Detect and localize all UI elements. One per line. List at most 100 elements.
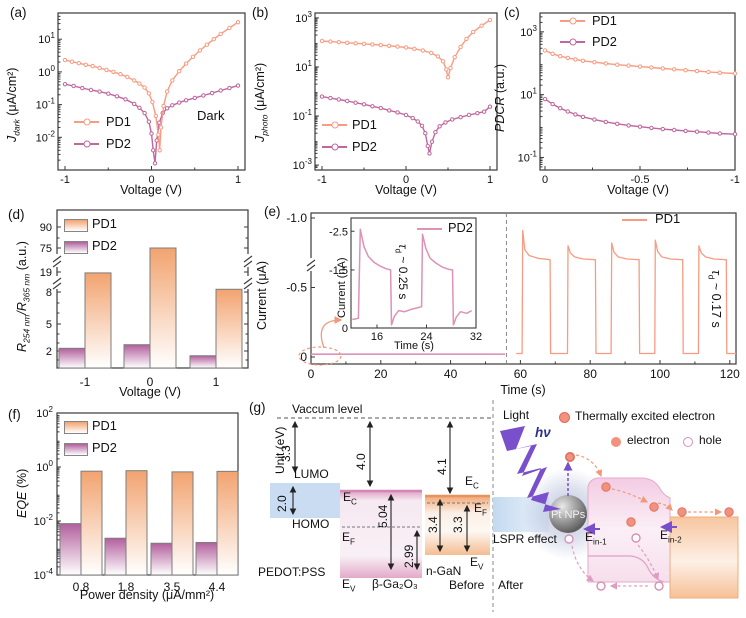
svg-text:-2.5: -2.5 bbox=[329, 226, 348, 238]
panel-e-inset-ylabel: Current (nA) bbox=[336, 257, 348, 318]
legend-d-pd1-swatch bbox=[64, 219, 88, 232]
svg-text:4.4: 4.4 bbox=[209, 580, 226, 594]
hv-label: hν bbox=[535, 425, 551, 440]
field-ein2-label: Ein-2 bbox=[660, 528, 682, 545]
svg-text:10-1: 10-1 bbox=[518, 149, 538, 164]
value-ga2o3-affinity: 4.0 bbox=[354, 453, 368, 470]
panel-a-xlabel: Voltage (V) bbox=[120, 183, 182, 197]
legend-f-pd1-swatch bbox=[64, 421, 88, 434]
svg-text:60: 60 bbox=[514, 367, 528, 381]
legend-b-pd2-marker bbox=[322, 146, 347, 148]
dark-annotation: Dark bbox=[197, 108, 225, 123]
svg-text:-1: -1 bbox=[317, 174, 327, 186]
tau-decay-pd1: τd ~ 0.17 s bbox=[706, 270, 724, 328]
legend-d-pd1-label: PD1 bbox=[92, 216, 117, 231]
svg-text:0: 0 bbox=[300, 350, 307, 364]
svg-text:1: 1 bbox=[213, 375, 220, 389]
svg-text:10-4: 10-4 bbox=[34, 567, 54, 582]
panel-c-tag: (c) bbox=[504, 5, 520, 20]
svg-text:20: 20 bbox=[374, 367, 388, 381]
light-label: Light bbox=[503, 408, 530, 422]
svg-text:100: 100 bbox=[36, 459, 53, 474]
svg-text:0.8: 0.8 bbox=[73, 580, 90, 594]
svg-text:1.8: 1.8 bbox=[118, 580, 135, 594]
panel-b-tag: (b) bbox=[252, 5, 269, 20]
svg-text:16: 16 bbox=[371, 331, 383, 343]
svg-text:0: 0 bbox=[308, 367, 315, 381]
svg-text:100: 100 bbox=[38, 64, 55, 79]
panel-a-tag: (a) bbox=[10, 5, 27, 20]
panel-e-ylabel: Current (μA) bbox=[255, 260, 269, 330]
svg-text:-1: -1 bbox=[80, 375, 91, 389]
svg-text:10-2: 10-2 bbox=[34, 513, 54, 528]
svg-text:24: 24 bbox=[420, 331, 432, 343]
svg-text:5: 5 bbox=[46, 319, 52, 331]
svg-text:101: 101 bbox=[38, 31, 55, 46]
svg-text:1: 1 bbox=[487, 174, 493, 186]
svg-text:101: 101 bbox=[520, 87, 537, 102]
value-gan-affinity: 4.1 bbox=[435, 458, 449, 475]
legend-c-pd1-marker bbox=[560, 20, 585, 22]
value-pedot-gap: 2.0 bbox=[275, 495, 289, 512]
panel-d-ylabel: R254 nm/R365 nm (a.u.) bbox=[15, 241, 32, 352]
panel-c-ylabel: PDCR (a.u.) bbox=[493, 63, 507, 132]
svg-text:10-2: 10-2 bbox=[36, 129, 56, 144]
value-ga2o3-ef-ev: 2.99 bbox=[402, 544, 416, 568]
legend-b-pd2-label: PD2 bbox=[352, 139, 377, 154]
panel-b-ylabel: Jphoto (μA/cm²) bbox=[253, 62, 270, 142]
thermal-electron-legend-label: Thermally excited electron bbox=[575, 409, 716, 423]
value-gan-ef-ev: 3.3 bbox=[451, 516, 465, 533]
legend-e-pd1-marker bbox=[622, 219, 647, 221]
svg-text:0: 0 bbox=[403, 174, 409, 186]
panel-c-xlabel: Voltage (V) bbox=[607, 183, 669, 197]
panel-d-tag: (d) bbox=[8, 207, 25, 222]
panel-f-xlabel: Power density (μA/mm²) bbox=[79, 588, 215, 602]
pt-nps-label: Pt NPs bbox=[551, 509, 586, 521]
vacuum-level-label: Vaccum level bbox=[292, 402, 363, 416]
legend-f-pd2-label: PD2 bbox=[92, 440, 117, 455]
svg-text:103: 103 bbox=[520, 24, 537, 39]
svg-text:19: 19 bbox=[40, 267, 52, 279]
legend-b-pd1-marker bbox=[322, 124, 347, 126]
svg-text:102: 102 bbox=[36, 405, 53, 420]
svg-text:3.5: 3.5 bbox=[164, 580, 181, 594]
thermal-electron-legend-icon bbox=[559, 412, 570, 423]
svg-text:2: 2 bbox=[46, 346, 52, 358]
electron-legend-label: electron bbox=[627, 433, 670, 447]
svg-text:40: 40 bbox=[444, 367, 458, 381]
tau-decay-pd2: τd ~ 0.25 s bbox=[393, 244, 410, 300]
legend-c-pd2-label: PD2 bbox=[592, 34, 617, 49]
hole-legend-icon bbox=[683, 437, 693, 447]
homo-label: HOMO bbox=[292, 517, 330, 531]
legend-a-pd1-marker bbox=[74, 121, 99, 123]
panel-f-ylabel: EQE (%) bbox=[15, 468, 29, 518]
gan-ec-label: EC bbox=[465, 474, 479, 491]
svg-text:-1: -1 bbox=[60, 174, 70, 186]
lspr-effect-label: LSPR effect bbox=[493, 532, 557, 546]
svg-text:-0.5: -0.5 bbox=[631, 174, 650, 186]
svg-text:75: 75 bbox=[40, 243, 52, 255]
panel-e-xlabel: Time (s) bbox=[500, 383, 546, 397]
svg-text:80: 80 bbox=[584, 367, 598, 381]
legend-e-pd1-label: PD1 bbox=[655, 211, 681, 226]
svg-text:0: 0 bbox=[148, 174, 154, 186]
legend-f-pd2-swatch bbox=[64, 443, 88, 456]
legend-c-pd1-label: PD1 bbox=[592, 13, 617, 28]
panel-b-xlabel: Voltage (V) bbox=[375, 183, 437, 197]
svg-text:10-3: 10-3 bbox=[293, 157, 313, 172]
svg-text:120: 120 bbox=[720, 367, 740, 381]
before-label: Before bbox=[449, 578, 485, 592]
svg-text:0: 0 bbox=[342, 323, 348, 335]
legend-e-inset-pd2-label: PD2 bbox=[448, 220, 473, 235]
ga2o3-ec-label: EC bbox=[343, 490, 357, 507]
svg-text:32: 32 bbox=[470, 331, 482, 343]
svg-text:10-1: 10-1 bbox=[293, 108, 313, 123]
legend-f-pd1-label: PD1 bbox=[92, 418, 117, 433]
svg-text:0: 0 bbox=[147, 375, 154, 389]
electron-legend-icon bbox=[611, 437, 621, 447]
legend-b-pd1-label: PD1 bbox=[352, 117, 377, 132]
legend-d-pd2-label: PD2 bbox=[92, 238, 117, 253]
panel-e-tag: (e) bbox=[264, 204, 281, 219]
pedot-label: PEDOT:PSS bbox=[258, 565, 326, 579]
